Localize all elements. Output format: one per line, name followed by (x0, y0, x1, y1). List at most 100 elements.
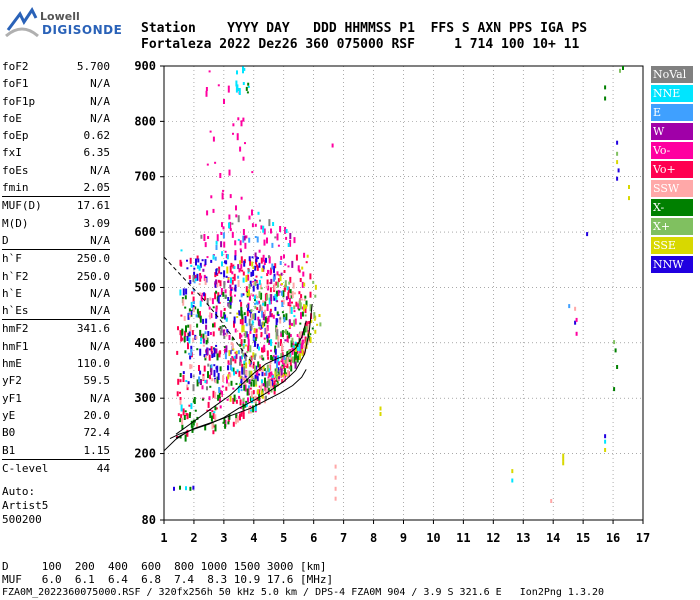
echo-point (206, 347, 209, 355)
echo-point (286, 330, 289, 335)
echo-point (263, 368, 266, 371)
echo-point (244, 353, 247, 359)
echo-point (277, 278, 280, 283)
echo-point (180, 404, 183, 412)
echo-point (224, 348, 226, 354)
echo-point (235, 382, 238, 385)
echo-point (309, 333, 312, 336)
echo-point (227, 277, 230, 280)
echo-point (574, 320, 577, 325)
echo-point (248, 294, 251, 301)
echo-point (259, 327, 262, 330)
echo-point (280, 353, 283, 360)
echo-point (309, 337, 312, 343)
echo-point (242, 376, 245, 380)
echo-point (228, 214, 231, 220)
echo-point (562, 457, 565, 462)
echo-point (288, 297, 291, 304)
echo-point (232, 276, 235, 279)
echo-point (244, 242, 247, 249)
echo-point (281, 330, 284, 338)
param-value: N/A (90, 286, 110, 300)
echo-point (299, 350, 302, 354)
echo-point (282, 290, 285, 298)
echo-point (299, 340, 302, 344)
echo-point (220, 310, 223, 318)
autoscale-line: Artist5 (2, 499, 49, 513)
echo-point (202, 375, 205, 380)
echo-point (210, 351, 213, 354)
echo-point (241, 363, 244, 370)
legend-item: SSW (651, 180, 693, 197)
echo-point (244, 316, 247, 324)
echo-point (179, 259, 182, 266)
echo-point (249, 396, 252, 402)
echo-point (199, 370, 202, 375)
echo-point (219, 280, 222, 287)
echo-point (260, 276, 263, 279)
echo-point (199, 292, 202, 296)
echo-point (251, 256, 254, 259)
echo-point (179, 485, 181, 490)
echo-point (180, 414, 183, 419)
echo-point (236, 330, 239, 332)
echo-point (179, 418, 182, 423)
echo-point (229, 284, 232, 289)
echo-point (253, 355, 256, 360)
param-row: yE 20.0 (2, 407, 110, 424)
echo-point (194, 409, 197, 412)
echo-point (242, 345, 245, 349)
echo-point (218, 392, 221, 399)
echo-point (264, 301, 267, 307)
echo-point (276, 311, 279, 316)
echo-point (267, 269, 269, 274)
echo-point (206, 337, 209, 343)
legend-item: NNW (651, 256, 693, 273)
echo-point (196, 273, 199, 281)
param-value: 59.5 (83, 374, 111, 388)
echo-point (250, 365, 253, 368)
echo-point (291, 291, 294, 299)
echo-point (303, 304, 305, 312)
echo-point (256, 376, 259, 382)
echo-point (251, 209, 253, 216)
echo-point (276, 329, 279, 337)
logo-line1: Lowell (40, 10, 80, 23)
echo-point (181, 424, 184, 430)
echo-point (301, 266, 304, 270)
echo-point (313, 318, 316, 321)
echo-point (183, 415, 186, 420)
echo-point (230, 288, 232, 294)
echo-point (185, 433, 188, 437)
param-name: foF1p (2, 94, 36, 108)
echo-point (314, 284, 317, 290)
echo-point (224, 250, 227, 253)
echo-point (226, 376, 228, 384)
param-name: foEs (2, 163, 29, 177)
echo-point (616, 176, 619, 181)
echo-point (254, 252, 257, 258)
echo-point (269, 300, 272, 305)
echo-point (253, 295, 256, 300)
param-value: 44 (96, 461, 110, 475)
divider (2, 196, 110, 198)
echo-point (319, 322, 322, 327)
echo-point (250, 293, 253, 296)
echo-point (294, 341, 297, 344)
param-row: fxI 6.35 (2, 144, 110, 161)
echo-point (233, 355, 236, 359)
param-value: 72.4 (83, 426, 111, 440)
echo-point (206, 163, 209, 166)
echo-point (249, 361, 252, 365)
echo-point (179, 373, 182, 377)
echo-point (251, 320, 254, 326)
y-tick-label: 700 (134, 170, 156, 184)
echo-point (273, 265, 275, 273)
echo-point (242, 277, 245, 283)
echo-point (189, 324, 192, 332)
echo-point (288, 327, 291, 329)
footer-info: FZA0M_2022360075000.RSF / 320fx256h 50 k… (2, 587, 605, 598)
echo-point (275, 290, 278, 297)
param-value: N/A (90, 77, 110, 91)
echo-point (237, 264, 240, 270)
